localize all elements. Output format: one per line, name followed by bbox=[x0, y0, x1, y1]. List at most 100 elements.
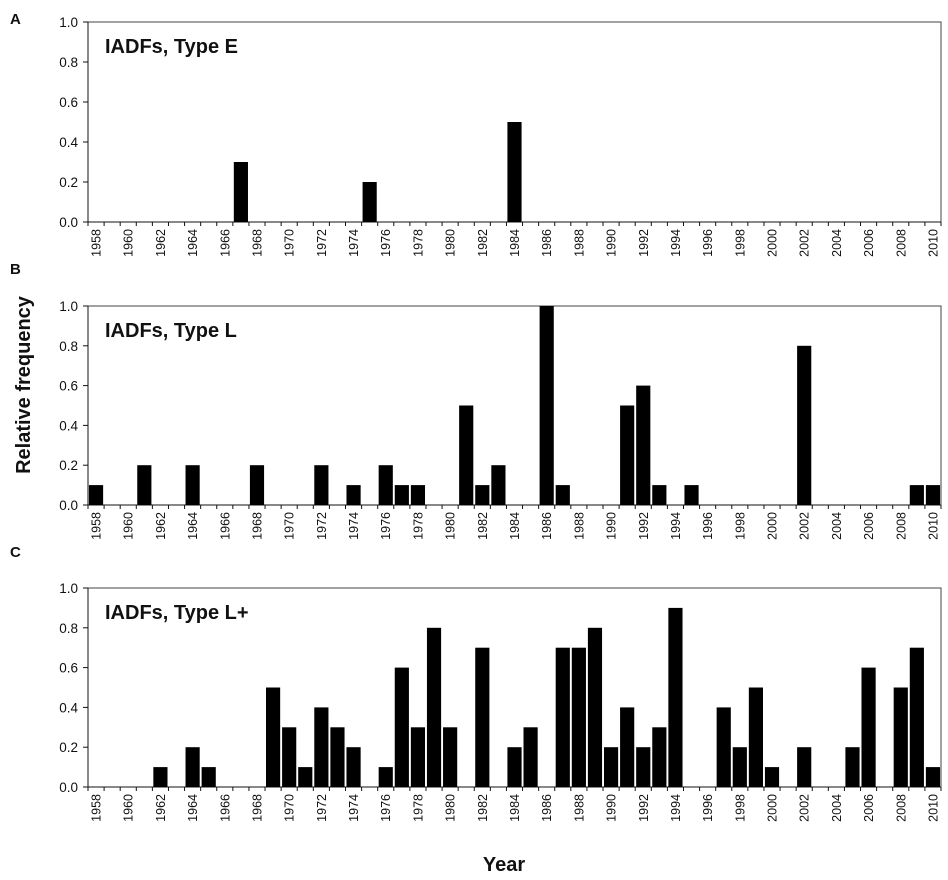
bar-1988 bbox=[571, 647, 586, 787]
bar-1993 bbox=[652, 727, 667, 787]
bar-2010 bbox=[925, 767, 941, 787]
x-tick-label: 1976 bbox=[379, 229, 393, 257]
bar-1990 bbox=[603, 747, 619, 787]
x-tick-label: 2002 bbox=[798, 512, 812, 540]
bar-2009 bbox=[909, 647, 924, 787]
bar-1980 bbox=[443, 727, 458, 787]
x-tick-label: 1986 bbox=[540, 794, 554, 822]
bar-1992 bbox=[636, 385, 651, 505]
bar-1972 bbox=[314, 707, 329, 787]
bar-2005 bbox=[845, 747, 860, 787]
x-tick-label: 1960 bbox=[122, 229, 136, 257]
bar-1972 bbox=[314, 465, 329, 505]
x-tick-label: 2002 bbox=[798, 794, 812, 822]
bar-1958 bbox=[88, 485, 104, 505]
x-tick-label: 2006 bbox=[862, 512, 876, 540]
x-tick-label: 1988 bbox=[572, 794, 586, 822]
y-tick-label: 0.0 bbox=[59, 498, 78, 513]
x-tick-label: 1960 bbox=[122, 512, 136, 540]
x-tick-label: 1994 bbox=[669, 512, 683, 540]
x-tick-label: 1986 bbox=[540, 512, 554, 540]
x-tick-label: 1968 bbox=[250, 794, 264, 822]
x-tick-label: 1970 bbox=[283, 794, 297, 822]
x-tick-label: 1962 bbox=[154, 794, 168, 822]
bar-1975 bbox=[362, 182, 377, 222]
x-tick-label: 1988 bbox=[572, 229, 586, 257]
x-tick-label: 1964 bbox=[186, 512, 200, 540]
x-tick-label: 1958 bbox=[90, 512, 104, 540]
x-tick-label: 1958 bbox=[90, 229, 104, 257]
chart-panels: A IADFs, Type E 0.0 0.2 0.4 0.6 0.8 1.0 1958 1960… bbox=[10, 11, 942, 822]
x-tick-label: 2010 bbox=[926, 512, 940, 540]
bar-1986 bbox=[539, 306, 554, 505]
bar-2009 bbox=[909, 485, 924, 505]
y-tick-label: 0.2 bbox=[59, 175, 78, 190]
x-tick-label: 1972 bbox=[315, 512, 329, 540]
chart-panel-b: B IADFs, Type L 0.0 0.2 0.4 0.6 0.8 1.0 1958 1960… bbox=[10, 261, 942, 540]
x-tick-label: 1974 bbox=[347, 794, 361, 822]
x-tick-label: 1964 bbox=[186, 229, 200, 257]
y-tick-label: 0.6 bbox=[59, 661, 78, 676]
y-tick-label: 0.2 bbox=[59, 740, 78, 755]
bar-1978 bbox=[410, 485, 426, 505]
x-tick-label: 2006 bbox=[862, 794, 876, 822]
bar-1995 bbox=[684, 485, 699, 505]
bar-1989 bbox=[587, 627, 603, 787]
x-tick-label: 1974 bbox=[347, 512, 361, 540]
x-tick-label: 1966 bbox=[218, 794, 232, 822]
x-tick-label: 1962 bbox=[154, 512, 168, 540]
x-tick-label: 1964 bbox=[186, 794, 200, 822]
bar-1981 bbox=[459, 405, 474, 505]
bar-1968 bbox=[249, 465, 265, 505]
bar-1982 bbox=[475, 647, 490, 787]
bar-1998 bbox=[732, 747, 747, 787]
y-tick-label: 0.8 bbox=[59, 621, 78, 636]
panel-title: IADFs, Type L bbox=[105, 320, 237, 342]
x-tick-label: 1966 bbox=[218, 229, 232, 257]
bar-1984 bbox=[507, 122, 522, 222]
bar-1976 bbox=[378, 767, 393, 787]
x-tick-label: 2008 bbox=[894, 229, 908, 257]
x-tick-label: 2004 bbox=[830, 794, 844, 822]
bar-1993 bbox=[652, 485, 667, 505]
x-tick-label: 2008 bbox=[894, 512, 908, 540]
x-tick-label: 2000 bbox=[766, 229, 780, 257]
x-tick-label: 1996 bbox=[701, 512, 715, 540]
x-tick-label: 1980 bbox=[444, 794, 458, 822]
x-tick-label: 2004 bbox=[830, 512, 844, 540]
x-tick-label: 1990 bbox=[605, 794, 619, 822]
y-tick-label: 0.4 bbox=[59, 700, 78, 715]
x-tick-label: 1992 bbox=[637, 512, 651, 540]
x-tick-label: 1982 bbox=[476, 229, 490, 257]
y-tick-label: 0.2 bbox=[59, 458, 78, 473]
y-tick-label: 0.0 bbox=[59, 215, 78, 230]
bar-1999 bbox=[748, 687, 763, 787]
bar-2010 bbox=[925, 485, 941, 505]
bar-1971 bbox=[298, 767, 313, 787]
bar-1969 bbox=[266, 687, 281, 787]
x-tick-label: 1994 bbox=[669, 229, 683, 257]
x-tick-label: 1982 bbox=[476, 794, 490, 822]
x-tick-label: 1976 bbox=[379, 794, 393, 822]
x-tick-label: 1976 bbox=[379, 512, 393, 540]
panel-letter: C bbox=[10, 544, 21, 561]
bar-1985 bbox=[523, 727, 538, 787]
bar-1979 bbox=[426, 627, 442, 787]
bar-2002 bbox=[797, 345, 812, 505]
x-tick-label: 1990 bbox=[605, 512, 619, 540]
x-tick-label: 2010 bbox=[926, 794, 940, 822]
chart-panel-a: A IADFs, Type E 0.0 0.2 0.4 0.6 0.8 1.0 1958 1960… bbox=[10, 11, 942, 257]
bar-1964 bbox=[185, 747, 200, 787]
bar-1964 bbox=[185, 465, 200, 505]
bar-1991 bbox=[620, 405, 635, 505]
x-tick-label: 1998 bbox=[733, 229, 747, 257]
y-tick-label: 0.4 bbox=[59, 135, 78, 150]
bar-1994 bbox=[668, 607, 683, 787]
bar-1967 bbox=[233, 162, 248, 222]
y-tick-label: 1.0 bbox=[59, 15, 78, 30]
bar-1965 bbox=[201, 767, 216, 787]
bar-1978 bbox=[410, 727, 426, 787]
bar-1962 bbox=[153, 767, 168, 787]
x-tick-label: 1998 bbox=[733, 794, 747, 822]
